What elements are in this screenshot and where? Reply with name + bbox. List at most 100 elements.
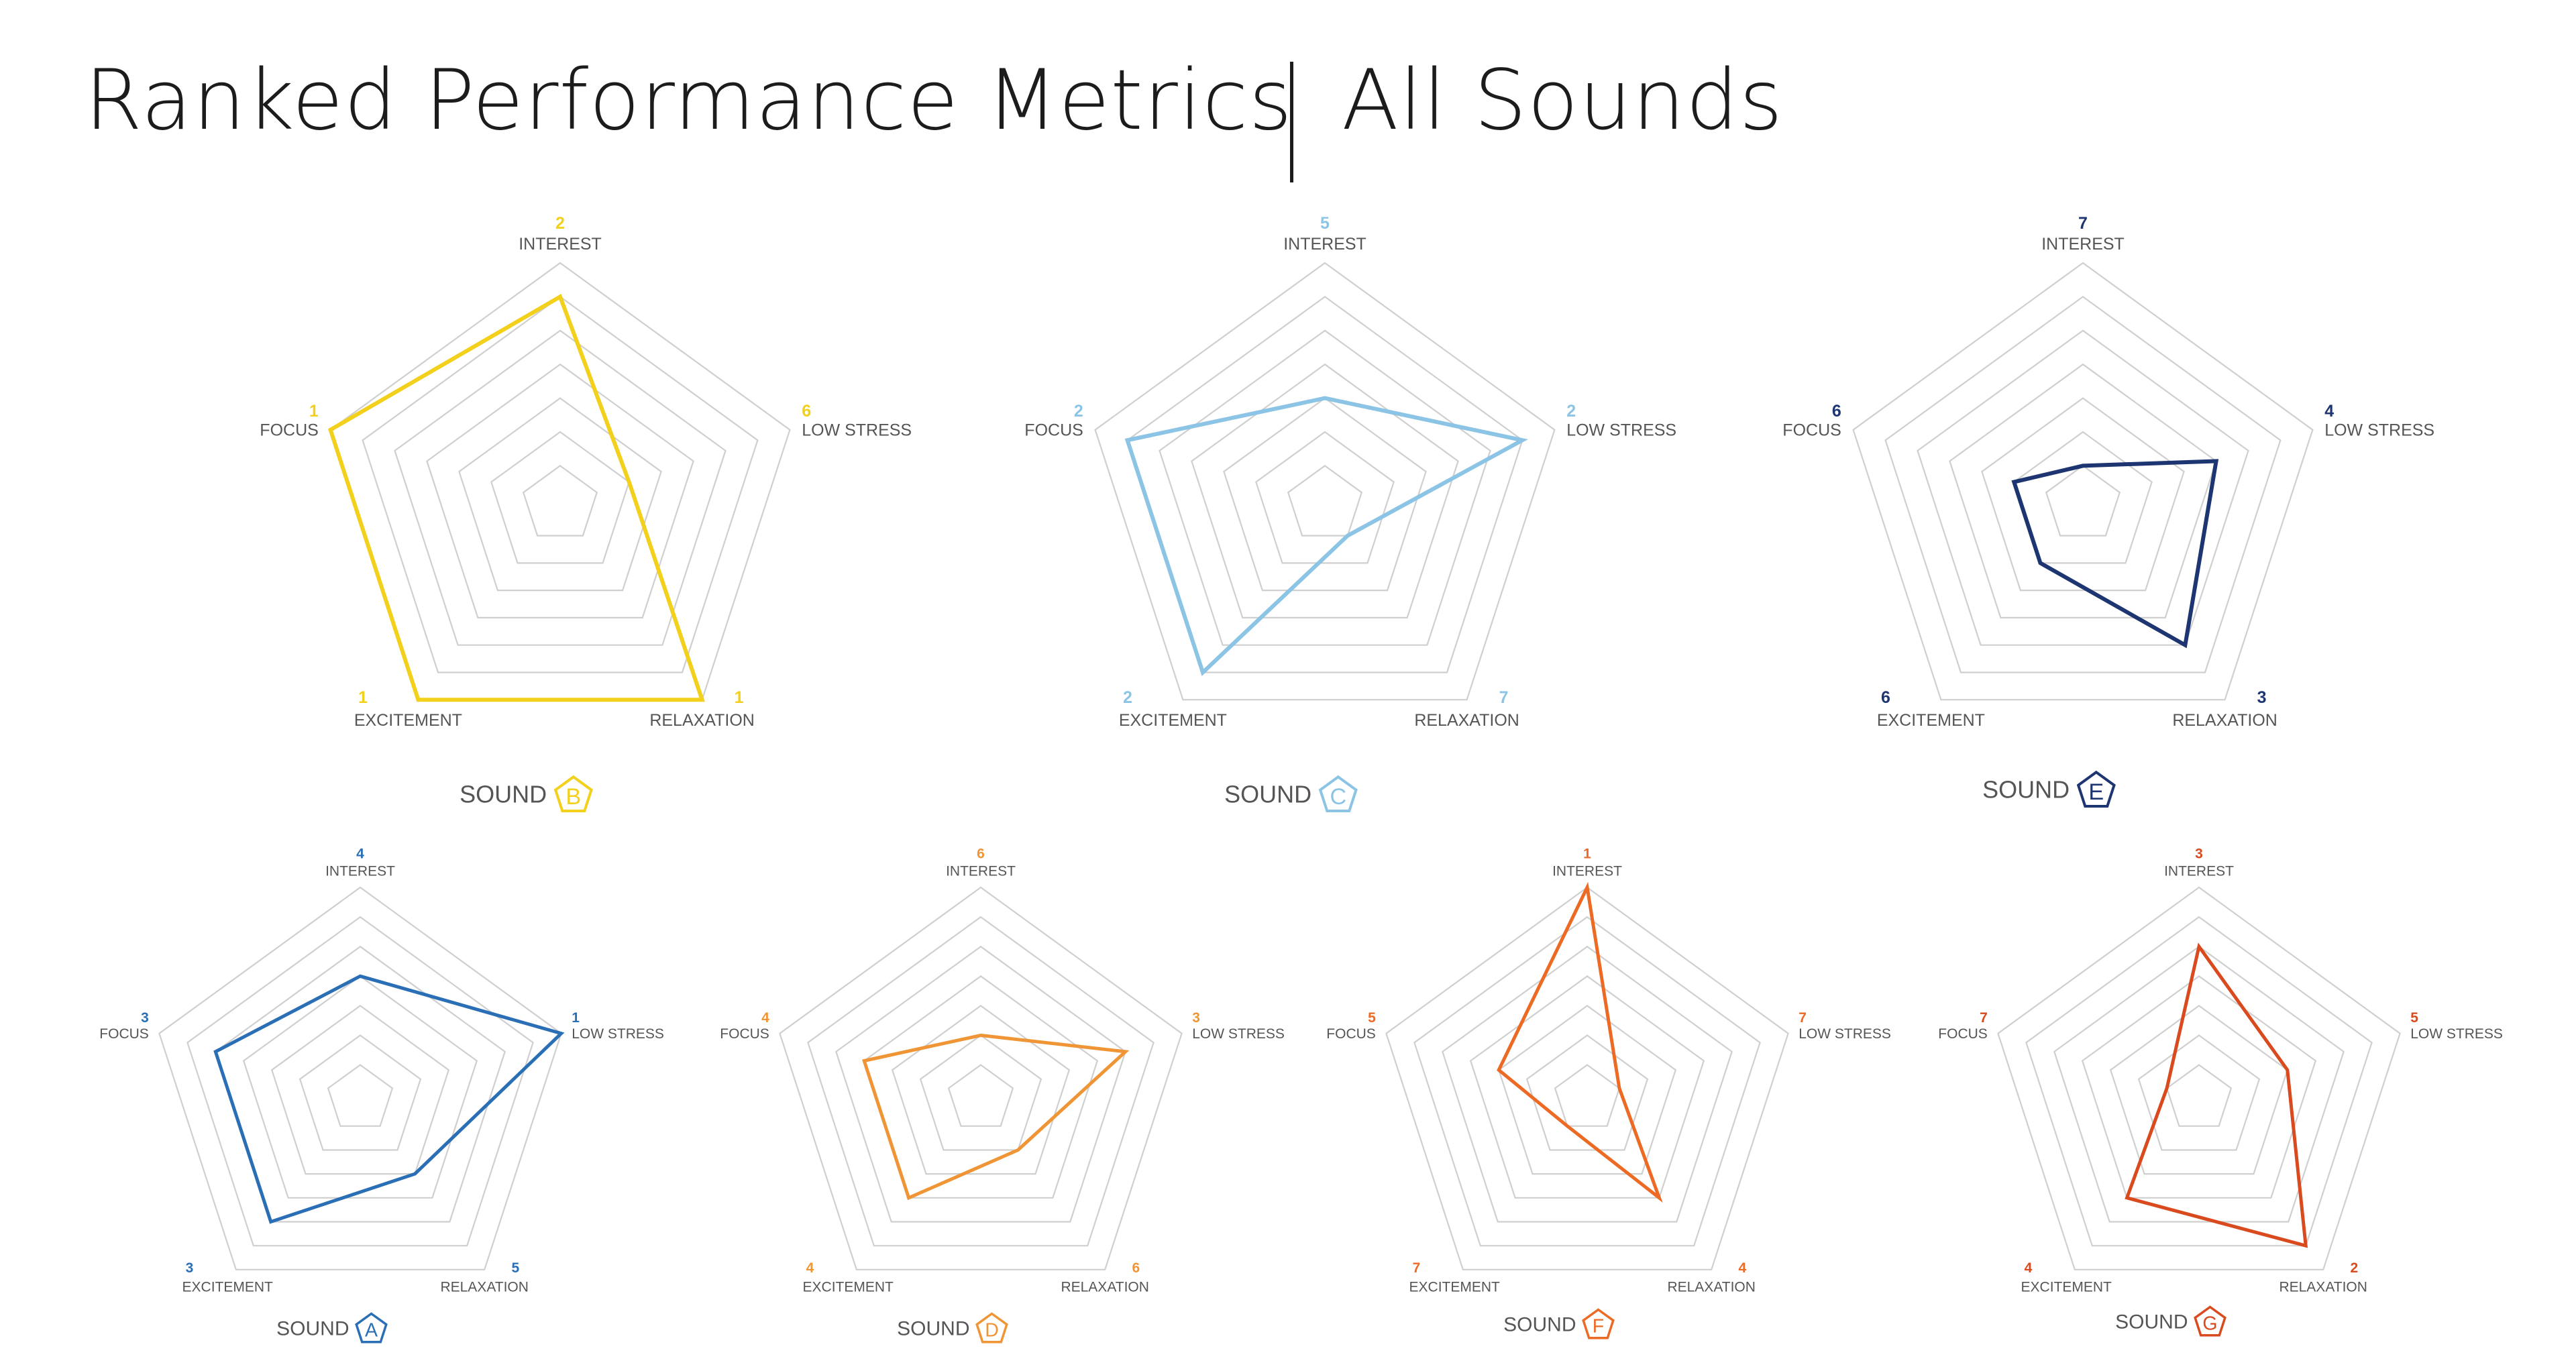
data-polygon (1124, 396, 1528, 676)
rank-value-low-stress: 1 (572, 1010, 580, 1026)
axis-label-relaxation: RELAXATION (1667, 1279, 1755, 1295)
axis-label-low-stress: LOW STRESS (572, 1026, 664, 1042)
axis-label-interest: INTEREST (2041, 235, 2125, 254)
grid-ring (1126, 296, 1523, 673)
rank-value-excitement: 1 (358, 688, 368, 707)
grid-ring (458, 397, 662, 592)
grid-ring (1385, 886, 1789, 1270)
axis-label-focus: FOCUS (260, 421, 319, 440)
rank-value-low-stress: 7 (1799, 1010, 1807, 1026)
grid-ring (327, 1064, 394, 1127)
sound-badge-pentagon (975, 1312, 1008, 1344)
grid-ring (947, 1064, 1014, 1127)
rank-value-focus: 2 (1074, 402, 1083, 421)
title-divider (1290, 62, 1293, 182)
grid-ring (835, 945, 1126, 1223)
grid-ring (2013, 431, 2153, 564)
grid-ring (1094, 262, 1556, 701)
axis-label-focus: FOCUS (1938, 1026, 1988, 1042)
axis-label-focus: FOCUS (1326, 1026, 1376, 1042)
axis-label-interest: INTEREST (1283, 235, 1366, 254)
sound-badge-pentagon (355, 1312, 388, 1344)
grid-ring (2137, 1034, 2261, 1151)
sound-badge-letter: C (1330, 784, 1346, 810)
sound-badge-letter: D (985, 1320, 999, 1342)
rank-value-relaxation: 3 (2257, 688, 2267, 707)
grid-ring (919, 1034, 1042, 1151)
grid-ring (362, 296, 759, 673)
grid-ring (1442, 945, 1733, 1223)
grid-ring (1497, 1005, 1677, 1175)
rank-value-focus: 7 (1980, 1010, 1988, 1026)
grid-ring (2053, 945, 2345, 1223)
rank-value-low-stress: 6 (802, 402, 811, 421)
grid-ring (1287, 465, 1363, 537)
axis-label-focus: FOCUS (1024, 421, 1083, 440)
axis-label-low-stress: LOW STRESS (802, 421, 912, 440)
axis-label-relaxation: RELAXATION (1414, 711, 1519, 730)
sound-badge-letter: F (1593, 1316, 1604, 1337)
axis-label-excitement: EXCITEMENT (803, 1279, 894, 1295)
rank-value-low-stress: 4 (2324, 402, 2334, 421)
rank-value-relaxation: 7 (1499, 688, 1509, 707)
rank-value-excitement: 3 (186, 1260, 194, 1276)
rank-value-interest: 3 (2195, 846, 2203, 861)
sound-badge-pentagon (1582, 1308, 1615, 1339)
axis-label-relaxation: RELAXATION (2172, 711, 2277, 730)
data-polygon (1497, 881, 1663, 1203)
grid-ring (186, 916, 534, 1247)
grid-ring (270, 1005, 450, 1175)
axis-label-focus: FOCUS (1782, 421, 1841, 440)
rank-value-focus: 5 (1368, 1010, 1376, 1026)
header: Ranked Performance Metrics All Sounds (0, 0, 2576, 201)
axis-label-excitement: EXCITEMENT (1409, 1279, 1501, 1295)
axis-label-focus: FOCUS (720, 1026, 769, 1042)
rank-value-low-stress: 2 (1566, 402, 1576, 421)
grid-ring (158, 886, 562, 1270)
grid-ring (490, 431, 630, 564)
axis-label-low-stress: LOW STRESS (2324, 421, 2434, 440)
data-polygon (327, 294, 705, 702)
sound-badge-pentagon (553, 775, 593, 812)
sound-label: SOUND (460, 781, 547, 808)
axis-label-excitement: EXCITEMENT (182, 1279, 274, 1295)
grid-ring (394, 329, 727, 646)
rank-value-excitement: 6 (1881, 688, 1890, 707)
grid-ring (2109, 1005, 2289, 1175)
page-title: Ranked Performance Metrics (85, 52, 1293, 149)
sound-badge-letter: A (365, 1320, 378, 1342)
grid-ring (329, 262, 791, 701)
grid-ring (1852, 262, 2314, 701)
grid-ring (2081, 975, 2317, 1199)
sound-label: SOUND (1224, 781, 1311, 808)
axis-label-interest: INTEREST (2164, 864, 2234, 879)
rank-value-interest: 2 (555, 214, 565, 233)
axis-label-excitement: EXCITEMENT (2021, 1279, 2112, 1295)
rank-value-excitement: 7 (1413, 1260, 1421, 1276)
grid-ring (2025, 916, 2373, 1247)
axis-label-relaxation: RELAXATION (2279, 1279, 2367, 1295)
data-polygon (213, 974, 565, 1224)
axis-label-excitement: EXCITEMENT (1119, 711, 1227, 730)
rank-value-focus: 4 (761, 1010, 769, 1026)
rank-value-focus: 1 (309, 402, 319, 421)
rank-value-excitement: 2 (1123, 688, 1132, 707)
rank-value-interest: 7 (2078, 214, 2088, 233)
axis-label-low-stress: LOW STRESS (2410, 1026, 2503, 1042)
sound-label: SOUND (1503, 1314, 1576, 1336)
rank-value-interest: 6 (977, 846, 985, 861)
grid-ring (242, 975, 478, 1199)
axis-label-interest: INTEREST (946, 864, 1016, 879)
sound-badge-pentagon (2194, 1305, 2226, 1337)
rank-value-low-stress: 5 (2410, 1010, 2418, 1026)
grid-ring (1981, 397, 2185, 592)
rank-value-interest: 4 (356, 846, 364, 861)
grid-ring (779, 886, 1183, 1270)
grid-ring (1554, 1064, 1621, 1127)
grid-ring (426, 363, 694, 619)
